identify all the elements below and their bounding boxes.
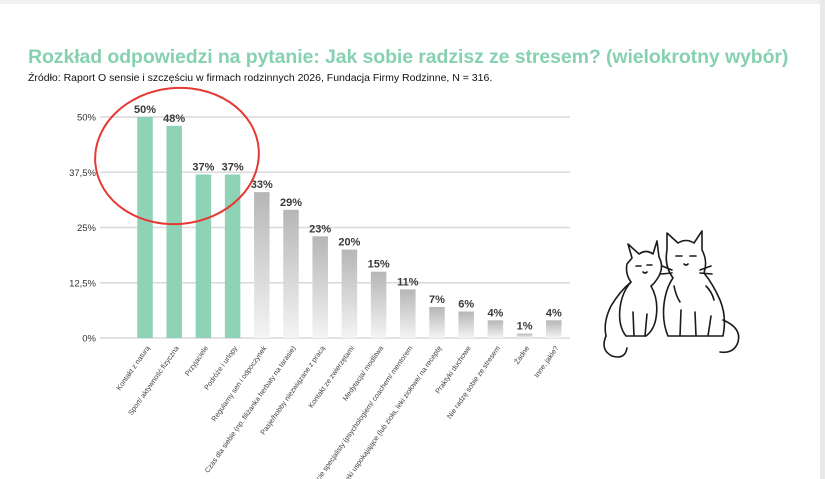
value-label: 20% bbox=[338, 237, 360, 249]
y-tick-label: 50% bbox=[77, 113, 97, 124]
bar bbox=[400, 289, 416, 338]
category-label: Sport/ aktywność fizyczna bbox=[126, 344, 181, 417]
bar bbox=[546, 320, 562, 338]
value-label: 6% bbox=[458, 298, 474, 310]
value-label: 50% bbox=[134, 104, 156, 116]
value-label: 7% bbox=[429, 294, 445, 306]
bar bbox=[458, 311, 474, 338]
value-labels: 50% 48% 37% 37% 33% 29% 23% 20% 15% 11% 7% 6% 4% 1% 4% bbox=[134, 104, 562, 333]
source-note: Źródło: Raport O sensie i szczęściu w fi… bbox=[28, 72, 493, 84]
value-label: 29% bbox=[280, 197, 302, 209]
bar bbox=[516, 333, 533, 338]
value-label: 33% bbox=[251, 179, 273, 191]
value-label: 11% bbox=[397, 276, 419, 288]
value-label: 37% bbox=[192, 161, 214, 173]
top-border bbox=[0, 0, 825, 4]
bars bbox=[137, 117, 562, 338]
value-label: 1% bbox=[517, 321, 533, 333]
right-border bbox=[820, 0, 825, 479]
category-label: Nie radzę sobie ze stresem bbox=[445, 344, 502, 421]
bar bbox=[429, 307, 445, 338]
category-label: Żadne bbox=[512, 344, 531, 366]
bar bbox=[487, 320, 504, 338]
bar bbox=[166, 125, 182, 338]
category-label: Inne, jakie? bbox=[532, 344, 560, 379]
bar bbox=[370, 271, 387, 338]
category-label: Regularny sen i odpoczynek bbox=[209, 344, 268, 423]
value-label: 23% bbox=[309, 223, 331, 235]
bar bbox=[254, 192, 270, 338]
chart-title: Rozkład odpowiedzi na pytanie: Jak sobie… bbox=[28, 46, 789, 68]
bar bbox=[312, 236, 328, 338]
y-tick-label: 37,5% bbox=[69, 168, 96, 179]
category-label: Przyjaciele bbox=[183, 344, 210, 378]
bar bbox=[224, 174, 241, 338]
value-label: 48% bbox=[163, 113, 185, 125]
y-axis-ticks: 0% 12,5% 25% 37,5% 50% bbox=[69, 113, 96, 345]
y-tick-label: 12,5% bbox=[69, 278, 96, 289]
y-tick-label: 0% bbox=[82, 334, 96, 345]
bar bbox=[195, 174, 212, 338]
value-label: 37% bbox=[222, 161, 244, 173]
bar bbox=[137, 117, 153, 338]
bar bbox=[283, 209, 299, 338]
value-label: 15% bbox=[368, 259, 390, 271]
bar bbox=[341, 249, 358, 338]
y-tick-label: 25% bbox=[77, 223, 97, 234]
highlight-circle bbox=[94, 86, 260, 226]
value-label: 4% bbox=[487, 307, 503, 319]
value-label: 4% bbox=[546, 307, 562, 319]
two-cats-line-drawing-icon bbox=[603, 230, 740, 358]
